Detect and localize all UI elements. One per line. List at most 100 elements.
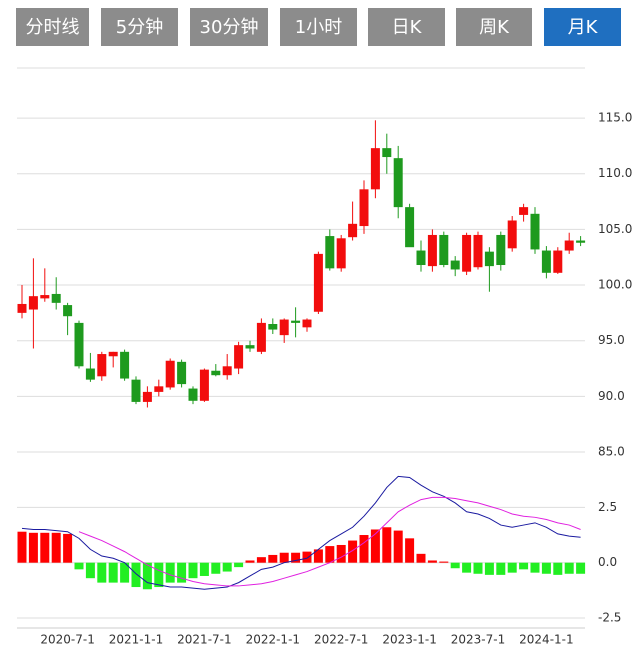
y-tick-label: 85.0 (598, 445, 625, 459)
candle-body (17, 303, 27, 313)
macd-bar (450, 562, 460, 569)
tab-label[interactable]: 日K (392, 17, 423, 38)
macd-bar (416, 553, 426, 563)
candle-body (450, 260, 460, 270)
candle-body (507, 220, 517, 249)
candle-body (519, 207, 529, 215)
macd-bar (222, 562, 232, 572)
candle-body (97, 354, 107, 377)
macd-bar (519, 562, 529, 570)
macd-bar (63, 533, 73, 563)
macd-bar (279, 552, 289, 563)
macd-bar (405, 538, 415, 563)
macd-bar (462, 562, 472, 573)
candle-body (325, 236, 335, 269)
macd-bar (291, 552, 301, 563)
macd-bar (553, 562, 563, 575)
macd-bar (211, 562, 221, 574)
macd-bar (154, 562, 164, 588)
candle-body (291, 320, 301, 323)
candle-body (393, 158, 403, 208)
candle-body (496, 234, 506, 266)
candle-body (268, 324, 278, 330)
tab-label[interactable]: 1小时 (295, 17, 342, 38)
macd-bar (245, 560, 255, 563)
candle-body (131, 379, 141, 402)
macd-bar (359, 535, 369, 563)
candle-body (462, 234, 472, 272)
macd-bar (496, 562, 506, 575)
candle-body (416, 250, 426, 266)
macd-bar (541, 562, 551, 574)
candle-body (40, 295, 50, 299)
tab-label[interactable]: 月K (568, 17, 599, 38)
macd-bar (302, 551, 312, 563)
macd-bar (325, 546, 335, 563)
candle-body (211, 370, 221, 376)
candle-body (439, 234, 449, 266)
candle-body (405, 207, 415, 248)
candle-body (370, 148, 380, 190)
y-tick-label: 115.0 (598, 111, 632, 125)
candle-body (222, 366, 232, 376)
macd-bar (564, 562, 574, 574)
macd-bar (120, 562, 130, 583)
candle-body (63, 305, 73, 317)
candle-body (28, 296, 38, 310)
macd-bar (199, 562, 209, 576)
x-tick-label: 2022-7-1 (314, 633, 368, 647)
macd-bar (507, 562, 517, 573)
candle-body (564, 240, 574, 251)
candle-body (313, 253, 323, 312)
macd-bar (530, 562, 540, 573)
candle-body (234, 345, 244, 369)
macd-bar (439, 561, 449, 563)
macd-bar (313, 549, 323, 563)
macd-bar (382, 527, 392, 563)
candle-body (427, 234, 437, 267)
candle-body (154, 386, 164, 392)
candle-body (553, 250, 563, 273)
macd-bar (188, 562, 198, 579)
macd-bar (17, 531, 27, 563)
macd-bar (97, 562, 107, 583)
macd-bar (142, 562, 152, 590)
candle-body (245, 345, 255, 349)
macd-bar (165, 562, 175, 583)
macd-bar (576, 562, 586, 574)
y-tick-label: 95.0 (598, 333, 625, 347)
macd-bar (473, 562, 483, 574)
candle-body (530, 213, 540, 250)
tab-label[interactable]: 分时线 (26, 17, 80, 38)
tab-button[interactable] (101, 8, 178, 46)
macd-bar (234, 562, 244, 568)
tab-label[interactable]: 30分钟 (200, 17, 259, 38)
macd-bar (40, 532, 50, 563)
x-tick-label: 2023-1-1 (382, 633, 436, 647)
tab-button[interactable] (456, 8, 532, 46)
macd-bar (348, 540, 358, 563)
y-tick-label: 90.0 (598, 389, 625, 403)
tab-label[interactable]: 周K (479, 17, 510, 38)
x-tick-label: 2024-1-1 (519, 633, 573, 647)
candle-body (256, 322, 266, 352)
tab-button[interactable] (544, 8, 621, 46)
tab-button[interactable] (280, 8, 357, 46)
macd-bar (51, 532, 61, 563)
macd-bar (256, 557, 266, 563)
tab-label[interactable]: 5分钟 (116, 17, 163, 38)
tab-button[interactable] (368, 8, 445, 46)
candle-body (108, 351, 118, 357)
candle-body (165, 360, 175, 388)
candle-body (279, 319, 289, 336)
y-tick-label: -2.5 (598, 611, 621, 625)
macd-bar (484, 562, 494, 575)
tab-button[interactable] (16, 8, 89, 46)
x-tick-label: 2021-7-1 (177, 633, 231, 647)
tab-button[interactable] (190, 8, 268, 46)
x-tick-label: 2020-7-1 (40, 633, 94, 647)
y-tick-label: 2.5 (598, 500, 617, 514)
candle-body (188, 388, 198, 401)
candle-body (302, 319, 312, 328)
